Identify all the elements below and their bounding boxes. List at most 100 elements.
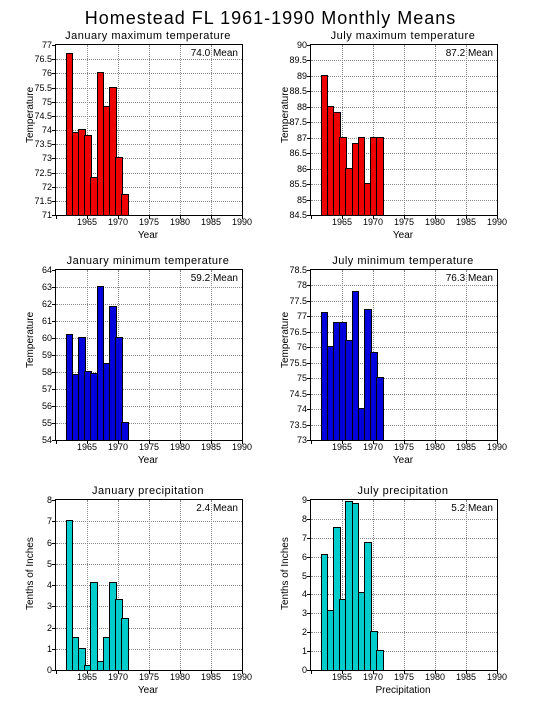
ytick: 78.5 bbox=[289, 265, 311, 275]
xtick: 1990 bbox=[487, 670, 507, 682]
panel-jul_precip: July precipitation5.2 Mean01234567891965… bbox=[310, 485, 536, 696]
ytick: 60 bbox=[42, 333, 56, 343]
ytick: 71.5 bbox=[34, 196, 56, 206]
plot-area: 76.3 Mean7373.57474.57575.57676.57777.57… bbox=[310, 269, 498, 441]
xtick: 1990 bbox=[487, 440, 507, 452]
panel-title: January maximum temperature bbox=[55, 30, 241, 42]
xlabel: Year bbox=[310, 230, 496, 241]
ytick: 7 bbox=[302, 533, 311, 543]
panel-jul_max: July maximum temperature 87.2 Mean84.5858… bbox=[310, 30, 536, 241]
ytick: 64 bbox=[42, 265, 56, 275]
ytick: 62 bbox=[42, 299, 56, 309]
xtick: 1970 bbox=[363, 215, 383, 227]
ytick: 74.5 bbox=[34, 111, 56, 121]
panel-title: July maximum temperature bbox=[310, 30, 496, 42]
ytick: 77 bbox=[297, 311, 311, 321]
ytick: 3 bbox=[47, 601, 56, 611]
ytick: 73.5 bbox=[289, 420, 311, 430]
xtick: 1980 bbox=[170, 670, 190, 682]
ytick: 75 bbox=[42, 97, 56, 107]
mean-label: 5.2 Mean bbox=[451, 503, 493, 514]
panel-title: July precipitation bbox=[310, 485, 496, 497]
xtick: 1970 bbox=[108, 215, 128, 227]
panel-jul_min: July minimum temperature76.3 Mean7373.57… bbox=[310, 255, 536, 466]
xtick: 1985 bbox=[201, 670, 221, 682]
ytick: 2 bbox=[47, 623, 56, 633]
xtick: 1970 bbox=[363, 670, 383, 682]
ytick: 77.5 bbox=[289, 296, 311, 306]
xtick: 1965 bbox=[77, 215, 97, 227]
xlabel: Year bbox=[55, 455, 241, 466]
xtick: 1980 bbox=[425, 670, 445, 682]
panel-title: January minimum temperature bbox=[55, 255, 241, 267]
ytick: 74 bbox=[297, 404, 311, 414]
ytick: 0 bbox=[302, 665, 311, 675]
xlabel: Precipitation bbox=[310, 685, 496, 696]
ytick: 86.5 bbox=[289, 148, 311, 158]
ytick: 4 bbox=[302, 589, 311, 599]
ytick: 5 bbox=[302, 571, 311, 581]
ytick: 5 bbox=[47, 559, 56, 569]
panel-jan_precip: January precipitation2.4 Mean01234567819… bbox=[55, 485, 281, 696]
ytick: 54 bbox=[42, 435, 56, 445]
xlabel: Year bbox=[55, 685, 241, 696]
ytick: 75 bbox=[297, 373, 311, 383]
xtick: 1970 bbox=[108, 670, 128, 682]
bar bbox=[121, 422, 129, 440]
ylabel: Temperature bbox=[280, 311, 291, 367]
xtick: 1990 bbox=[232, 440, 252, 452]
xtick: 1980 bbox=[425, 440, 445, 452]
bar bbox=[121, 618, 129, 670]
ytick: 89.5 bbox=[289, 55, 311, 65]
ytick: 75.5 bbox=[34, 83, 56, 93]
xtick: 1985 bbox=[456, 440, 476, 452]
xtick: 1975 bbox=[394, 440, 414, 452]
xtick: 1990 bbox=[232, 215, 252, 227]
ytick: 74 bbox=[42, 125, 56, 135]
bar bbox=[376, 137, 384, 215]
ytick: 6 bbox=[302, 552, 311, 562]
ytick: 8 bbox=[47, 495, 56, 505]
ytick: 9 bbox=[302, 495, 311, 505]
ytick: 76 bbox=[42, 68, 56, 78]
ytick: 1 bbox=[302, 646, 311, 656]
xtick: 1975 bbox=[139, 440, 159, 452]
xtick: 1970 bbox=[108, 440, 128, 452]
plot-area: 74.0 Mean7171.57272.57373.57474.57575.57… bbox=[55, 44, 243, 216]
xtick: 1965 bbox=[332, 670, 352, 682]
ytick: 73 bbox=[42, 153, 56, 163]
mean-label: 87.2 Mean bbox=[446, 48, 493, 59]
ytick: 78 bbox=[297, 280, 311, 290]
xtick: 1985 bbox=[201, 440, 221, 452]
xtick: 1980 bbox=[170, 215, 190, 227]
xtick: 1975 bbox=[394, 670, 414, 682]
ytick: 73 bbox=[297, 435, 311, 445]
ytick: 72.5 bbox=[34, 168, 56, 178]
ytick: 86 bbox=[297, 164, 311, 174]
ylabel: Temperature bbox=[280, 86, 291, 142]
ytick: 56 bbox=[42, 401, 56, 411]
plot-area: 2.4 Mean01234567819651970197519801985199… bbox=[55, 499, 243, 671]
ytick: 58 bbox=[42, 367, 56, 377]
xtick: 1965 bbox=[332, 215, 352, 227]
mean-label: 74.0 Mean bbox=[191, 48, 238, 59]
ytick: 0 bbox=[47, 665, 56, 675]
ytick: 63 bbox=[42, 282, 56, 292]
xtick: 1975 bbox=[394, 215, 414, 227]
page-title: Homestead FL 1961-1990 Monthly Means bbox=[0, 8, 541, 29]
xtick: 1985 bbox=[456, 215, 476, 227]
ytick: 77 bbox=[42, 40, 56, 50]
xtick: 1975 bbox=[139, 215, 159, 227]
ytick: 57 bbox=[42, 384, 56, 394]
xtick: 1990 bbox=[487, 215, 507, 227]
bar bbox=[90, 582, 98, 670]
ytick: 2 bbox=[302, 627, 311, 637]
xtick: 1990 bbox=[232, 670, 252, 682]
ytick: 88.5 bbox=[289, 86, 311, 96]
ytick: 72 bbox=[42, 182, 56, 192]
mean-label: 76.3 Mean bbox=[446, 273, 493, 284]
ytick: 87.5 bbox=[289, 117, 311, 127]
ytick: 8 bbox=[302, 514, 311, 524]
plot-area: 87.2 Mean84.58585.58686.58787.58888.5898… bbox=[310, 44, 498, 216]
xtick: 1985 bbox=[456, 670, 476, 682]
